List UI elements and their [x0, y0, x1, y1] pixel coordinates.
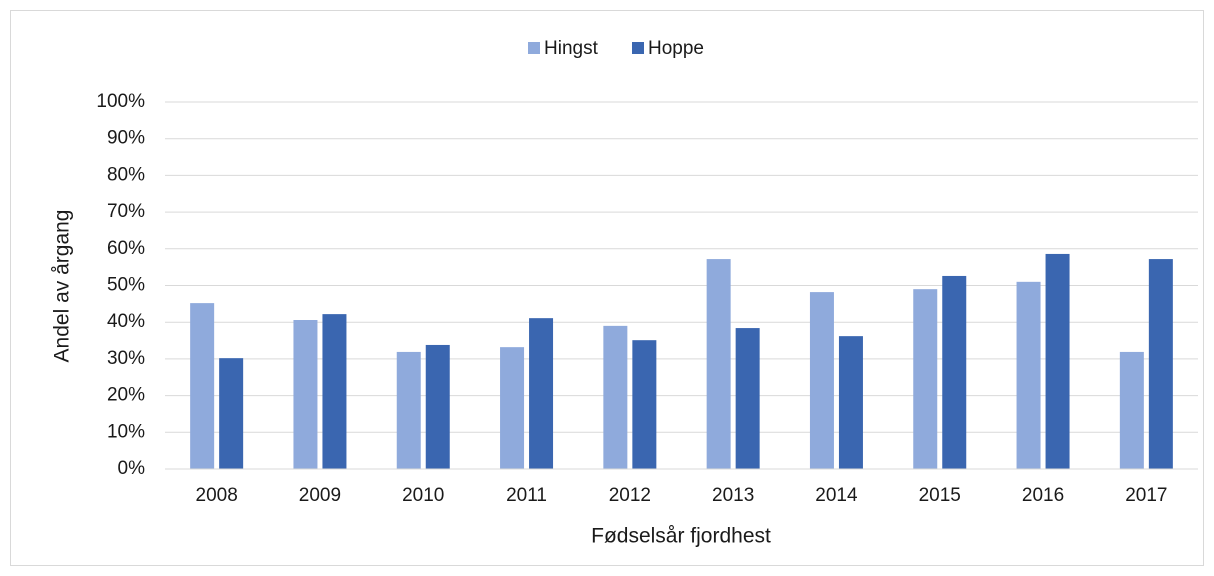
x-tick-label: 2014 — [815, 485, 858, 506]
bar — [1016, 281, 1041, 469]
x-tick-label: 2017 — [1125, 485, 1167, 506]
y-tick-label: 0% — [118, 458, 146, 479]
x-tick-label: 2016 — [1022, 485, 1064, 506]
y-tick-label: 70% — [107, 201, 145, 222]
bar — [500, 347, 525, 469]
bar — [1119, 351, 1144, 469]
bar — [913, 289, 938, 469]
bar — [396, 351, 421, 469]
legend-swatch — [632, 42, 644, 54]
x-tick-label: 2009 — [299, 485, 341, 506]
y-tick-label: 30% — [107, 348, 145, 369]
y-tick-label: 100% — [96, 91, 145, 112]
bar — [942, 275, 967, 469]
bar — [1148, 259, 1173, 469]
bar — [529, 318, 554, 469]
bar — [735, 328, 760, 469]
y-tick-label: 50% — [107, 275, 145, 296]
y-tick-label: 10% — [107, 421, 145, 442]
x-tick-label: 2011 — [506, 485, 547, 506]
bar — [809, 292, 834, 469]
y-tick-label: 60% — [107, 238, 145, 259]
bar — [293, 319, 318, 469]
y-tick-label: 20% — [107, 385, 145, 406]
bar — [632, 340, 657, 469]
legend-label: Hoppe — [648, 38, 704, 59]
legend-label: Hingst — [544, 38, 599, 59]
x-axis-title: Fødselsår fjordhest — [591, 525, 771, 548]
bar — [322, 314, 347, 469]
bar — [838, 336, 863, 469]
x-tick-label: 2012 — [609, 485, 651, 506]
bar — [706, 259, 731, 469]
x-tick-label: 2013 — [712, 485, 754, 506]
bar — [425, 344, 450, 469]
legend-swatch — [528, 42, 540, 54]
y-tick-label: 80% — [107, 164, 145, 185]
bar — [603, 325, 628, 469]
y-axis-title: Andel av årgang — [51, 210, 74, 363]
x-tick-label: 2008 — [196, 485, 238, 506]
bar — [219, 358, 244, 469]
bar — [190, 303, 215, 469]
bar — [1045, 253, 1070, 469]
x-tick-label: 2010 — [402, 485, 444, 506]
y-tick-label: 40% — [107, 311, 145, 332]
x-tick-label: 2015 — [919, 485, 961, 506]
y-tick-label: 90% — [107, 128, 145, 149]
chart-border — [10, 10, 1204, 566]
